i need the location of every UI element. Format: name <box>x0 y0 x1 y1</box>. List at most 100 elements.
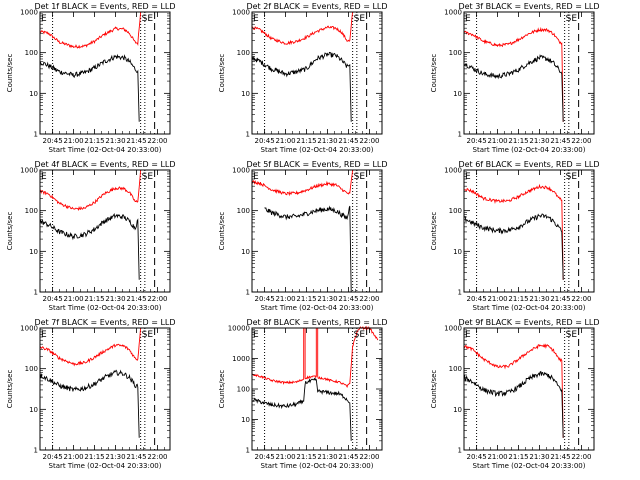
y-tick-label: 1000 <box>20 167 38 175</box>
series-line-events <box>39 213 140 280</box>
x-tick-label: 22:00 <box>147 137 167 145</box>
y-tick-label: 1000 <box>232 167 250 175</box>
x-tick-label: 21:15 <box>508 453 528 461</box>
panel-title: Det 3f BLACK = Events, RED = LLD <box>458 2 599 11</box>
x-tick-label: 21:45 <box>126 295 146 303</box>
y-tick-label: 1 <box>458 447 462 455</box>
y-tick-label: 1000 <box>444 167 462 175</box>
panel-det-6f: Det 6f BLACK = Events, RED = LLD 1 10 100 10… <box>430 160 600 312</box>
x-tick-label: 21:00 <box>63 295 83 303</box>
y-axis-label: Counts/sec <box>6 370 14 409</box>
panel-title: Det 1f BLACK = Events, RED = LLD <box>34 2 175 11</box>
panel-det-7f: Det 7f BLACK = Events, RED = LLD 1 10 100 10… <box>6 318 176 470</box>
y-tick-label: 100 <box>449 49 462 57</box>
x-tick-label: 21:45 <box>550 453 570 461</box>
y-tick-label: 10 <box>241 90 250 98</box>
x-tick-label: 21:30 <box>317 453 337 461</box>
x-axis-label: Start Time (02-Oct-04 20:33:00) <box>49 146 162 154</box>
y-tick-label: 1 <box>34 447 38 455</box>
x-tick-label: 22:00 <box>359 295 379 303</box>
x-tick-label: 21:15 <box>84 295 104 303</box>
eclipse-marker-label: E <box>253 330 259 340</box>
x-tick-label: 20:45 <box>42 453 62 461</box>
x-tick-label: 21:00 <box>275 137 295 145</box>
plot-frame <box>251 11 383 135</box>
panel-title: Det 4f BLACK = Events, RED = LLD <box>34 160 175 169</box>
y-tick-label: 1000 <box>444 325 462 333</box>
panel-title: Det 9f BLACK = Events, RED = LLD <box>458 318 599 327</box>
series-line-events <box>463 213 564 280</box>
saa-marker-label: SE <box>354 330 366 340</box>
panel-det-3f: Det 3f BLACK = Events, RED = LLD 1 10 100 10… <box>430 2 600 154</box>
eclipse-marker-label: E <box>465 14 471 24</box>
panel-title: Det 6f BLACK = Events, RED = LLD <box>458 160 599 169</box>
x-tick-label: 21:15 <box>508 295 528 303</box>
saa-marker-label: SE <box>142 14 154 24</box>
x-axis-label: Start Time (02-Oct-04 20:33:00) <box>49 462 162 470</box>
x-tick-label: 21:00 <box>487 295 507 303</box>
panel-title: Det 8f BLACK = Events, RED = LLD <box>246 318 387 327</box>
x-tick-label: 22:00 <box>147 295 167 303</box>
y-tick-label: 1000 <box>20 325 38 333</box>
plot-frame <box>251 169 383 293</box>
x-tick-label: 21:15 <box>296 295 316 303</box>
x-tick-label: 21:00 <box>275 295 295 303</box>
series-line-events <box>264 205 352 293</box>
y-tick-label: 100 <box>237 386 250 394</box>
panel-title: Det 7f BLACK = Events, RED = LLD <box>34 318 175 327</box>
x-tick-label: 21:45 <box>338 295 358 303</box>
saa-marker-label: SE <box>354 172 366 182</box>
y-tick-label: 1000 <box>20 9 38 17</box>
y-axis-label: Counts/sec <box>430 370 438 409</box>
x-tick-label: 20:45 <box>254 295 274 303</box>
plot-frame <box>39 11 171 135</box>
x-tick-label: 20:45 <box>466 137 486 145</box>
eclipse-marker-label: E <box>465 172 471 182</box>
x-axis-label: Start Time (02-Oct-04 20:33:00) <box>473 304 586 312</box>
x-tick-label: 21:45 <box>550 137 570 145</box>
x-axis-label: Start Time (02-Oct-04 20:33:00) <box>261 462 374 470</box>
x-tick-label: 21:45 <box>550 295 570 303</box>
x-tick-label: 21:30 <box>529 295 549 303</box>
y-tick-label: 10 <box>241 248 250 256</box>
x-tick-label: 20:45 <box>466 295 486 303</box>
y-tick-label: 1 <box>246 447 250 455</box>
y-tick-label: 10000 <box>228 325 250 333</box>
panel-det-1f: Det 1f BLACK = Events, RED = LLD 1 10 100 10… <box>6 2 176 154</box>
y-tick-label: 10 <box>453 90 462 98</box>
saa-marker-label: SE <box>142 330 154 340</box>
x-tick-label: 22:00 <box>571 295 591 303</box>
plot-frame <box>463 11 595 135</box>
y-tick-label: 10 <box>29 406 38 414</box>
y-tick-label: 1 <box>458 289 462 297</box>
eclipse-marker-label: E <box>41 172 47 182</box>
y-tick-label: 1 <box>34 289 38 297</box>
panel-det-2f: Det 2f BLACK = Events, RED = LLD 1 10 100 10… <box>218 2 388 154</box>
series-line-events <box>251 377 352 441</box>
x-tick-label: 20:45 <box>254 137 274 145</box>
x-tick-label: 20:45 <box>42 137 62 145</box>
x-tick-label: 21:15 <box>296 453 316 461</box>
y-tick-label: 1 <box>34 131 38 139</box>
x-tick-label: 22:00 <box>571 137 591 145</box>
y-axis-label: Counts/sec <box>6 54 14 93</box>
x-axis-label: Start Time (02-Oct-04 20:33:00) <box>473 462 586 470</box>
x-tick-label: 21:45 <box>126 453 146 461</box>
x-axis-label: Start Time (02-Oct-04 20:33:00) <box>473 146 586 154</box>
y-tick-label: 10 <box>453 406 462 414</box>
x-tick-label: 21:30 <box>317 137 337 145</box>
y-tick-label: 100 <box>25 49 38 57</box>
y-tick-label: 100 <box>449 207 462 215</box>
x-tick-label: 20:45 <box>466 453 486 461</box>
saa-marker-label: SE <box>566 172 578 182</box>
y-axis-label: Counts/sec <box>218 212 226 251</box>
y-axis-label: Counts/sec <box>430 212 438 251</box>
x-tick-label: 22:00 <box>147 453 167 461</box>
y-tick-label: 1000 <box>232 9 250 17</box>
x-tick-label: 21:00 <box>63 453 83 461</box>
plot-frame <box>39 169 171 293</box>
panel-title: Det 5f BLACK = Events, RED = LLD <box>246 160 387 169</box>
eclipse-marker-label: E <box>41 330 47 340</box>
y-tick-label: 10 <box>241 416 250 424</box>
panel-det-4f: Det 4f BLACK = Events, RED = LLD 1 10 100 10… <box>6 160 176 312</box>
